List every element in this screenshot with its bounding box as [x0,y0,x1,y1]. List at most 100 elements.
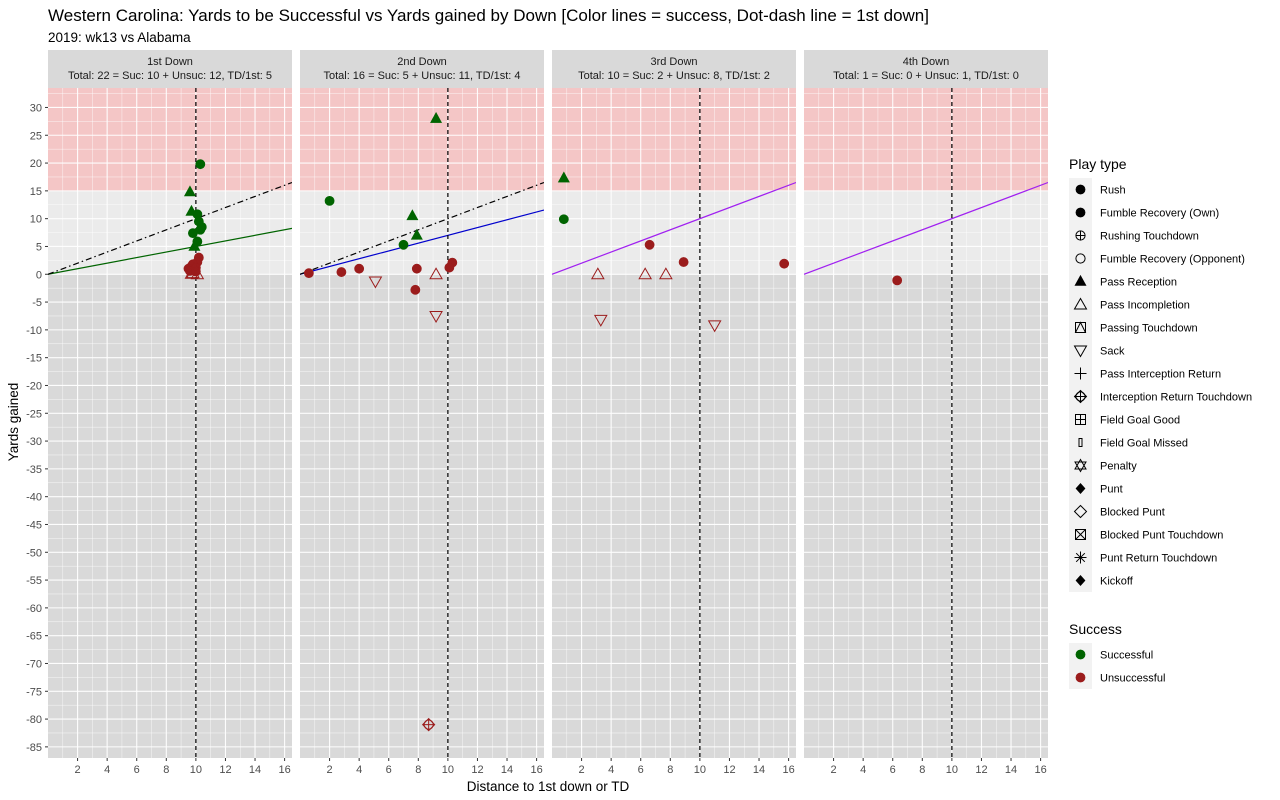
legend-key-icon [1073,345,1088,358]
x-tick-label: 10 [442,764,454,776]
x-tick-label: 14 [501,764,513,776]
y-tick-label: -25 [26,408,42,420]
legend-key [1069,339,1092,362]
legend-key-icon [1075,230,1086,241]
reference-lines [552,88,796,758]
data-point [638,267,653,280]
legend-key-icon [1075,184,1086,195]
legend-key-icon [1074,274,1087,286]
x-tick-label: 14 [1005,764,1017,776]
facet-strip-subtitle: Total: 1 = Suc: 0 + Unsuc: 1, TD/1st: 0 [833,70,1019,82]
y-axis-title: Yards gained [6,383,21,462]
data-point [892,275,903,286]
chart-title: Western Carolina: Yards to be Successful… [48,6,929,25]
shade-band [804,88,1048,191]
reference-lines [300,88,544,758]
legend-label: Penalty [1100,461,1137,473]
x-tick-label: 4 [608,764,614,776]
x-tick-label: 10 [946,764,958,776]
x-tick-label: 6 [638,764,644,776]
facet-strip [804,50,1048,88]
x-tick-label: 2 [327,764,333,776]
legend-label: Pass Interception Return [1100,369,1221,381]
facet-strip-title: 1st Down [147,56,193,68]
x-tick-label: 8 [163,764,169,776]
gridlines [552,88,796,758]
x-tick-label: 16 [782,764,794,776]
legend-title-success: Success [1069,621,1122,637]
data-point [707,320,722,333]
legend-label: Field Goal Missed [1100,438,1188,450]
y-tick-label: 25 [30,130,42,142]
legend-key-icon [1075,575,1086,586]
x-tick-label: 4 [356,764,362,776]
x-tick-label: 16 [530,764,542,776]
facet-strip-subtitle: Total: 22 = Suc: 10 + Unsuc: 12, TD/1st:… [68,70,272,82]
legend-label: Unsuccessful [1100,673,1165,685]
data-points [303,111,458,732]
data-point [410,228,423,240]
y-tick-label: 15 [30,186,42,198]
data-point [410,284,421,295]
legend-key [1069,500,1092,523]
x-tick-label: 12 [471,764,483,776]
legend-title-play-type: Play type [1069,156,1127,172]
legend-label: Sack [1100,346,1125,358]
legend: Play type Rush Fumble Recovery (Own) Rushin… [1069,156,1252,689]
success-line [552,181,796,275]
y-tick-label: -50 [26,547,42,559]
data-point [593,314,608,327]
legend-key-icon [1075,414,1086,425]
x-tick-label: 2 [75,764,81,776]
data-point [590,267,605,280]
x-tick-label: 4 [860,764,866,776]
data-point [195,159,206,170]
y-tick-label: -30 [26,436,42,448]
legend-key-icon [1075,483,1086,494]
chart-subtitle: 2019: wk13 vs Alabama [48,30,191,45]
x-tick-label: 8 [667,764,673,776]
data-points [892,275,903,286]
success-line [804,181,1048,275]
facet-strip-subtitle: Total: 16 = Suc: 5 + Unsuc: 11, TD/1st: … [323,70,520,82]
reference-lines [804,88,1048,758]
facet-strip-title: 4th Down [903,56,949,68]
facet-strip-title: 3rd Down [650,56,697,68]
facet-2: 2nd Down Total: 16 = Suc: 5 + Unsuc: 11, … [300,50,544,776]
y-tick-label: -65 [26,631,42,643]
y-tick-label: -45 [26,519,42,531]
reference-lines [48,88,292,758]
y-tick-label: -15 [26,353,42,365]
x-tick-label: 16 [278,764,290,776]
shade-band [300,88,544,191]
legend-key-icon [1073,504,1088,519]
y-tick-label: -70 [26,658,42,670]
first-down-line [48,181,292,275]
x-tick-label: 10 [694,764,706,776]
legend-label: Field Goal Good [1100,415,1180,427]
legend-label: Blocked Punt Touchdown [1100,530,1223,542]
x-axis-title: Distance to 1st down or TD [467,779,630,794]
y-tick-label: -35 [26,464,42,476]
facet-strip [300,50,544,88]
legend-key [1069,247,1092,270]
legend-key-icon [1074,367,1087,380]
data-point [303,268,314,279]
y-tick-label: -10 [26,325,42,337]
legend-label: Pass Reception [1100,277,1177,289]
y-tick-label: 30 [30,102,42,114]
y-tick-label: -60 [26,603,42,615]
x-tick-label: 8 [919,764,925,776]
legend-label: Punt [1100,484,1123,496]
legend-key-icon [1073,297,1088,310]
y-tick-label: 10 [30,214,42,226]
data-point [430,111,443,123]
legend-key-icon [1074,551,1087,564]
legend-label: Kickoff [1100,576,1134,588]
data-point [336,267,347,277]
legend-label: Successful [1100,650,1153,662]
y-tick-label: -20 [26,380,42,392]
x-tick-label: 12 [975,764,987,776]
legend-key-icon [1075,649,1086,660]
